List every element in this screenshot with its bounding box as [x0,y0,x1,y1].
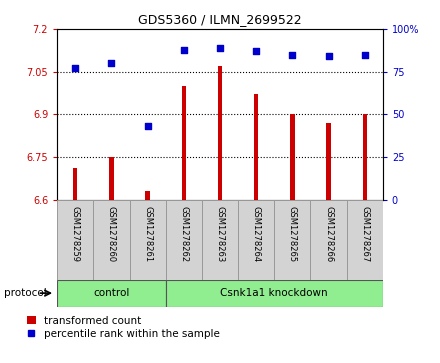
Bar [73,168,77,200]
Point [253,48,260,54]
Bar [109,157,114,200]
Text: GSM1278259: GSM1278259 [71,206,80,262]
Text: GSM1278267: GSM1278267 [360,206,369,262]
Bar [218,66,222,200]
Bar [311,200,347,280]
Text: GSM1278263: GSM1278263 [216,206,224,262]
Bar [347,200,383,280]
Point [144,123,151,129]
Text: GSM1278265: GSM1278265 [288,206,297,262]
Text: GSM1278264: GSM1278264 [252,206,260,262]
Bar [274,200,311,280]
Title: GDS5360 / ILMN_2699522: GDS5360 / ILMN_2699522 [138,13,302,26]
Bar [57,280,166,307]
Bar [290,114,294,200]
Point [72,65,79,71]
Bar [254,94,258,200]
Point [180,46,187,52]
Text: GSM1278261: GSM1278261 [143,206,152,262]
Legend: transformed count, percentile rank within the sample: transformed count, percentile rank withi… [27,315,220,339]
Text: control: control [93,288,130,298]
Bar [363,114,367,200]
Text: GSM1278262: GSM1278262 [180,206,188,262]
Text: Csnk1a1 knockdown: Csnk1a1 knockdown [220,288,328,298]
Bar [238,200,274,280]
Point [216,45,224,51]
Bar [202,200,238,280]
Point [325,53,332,59]
Point [289,52,296,58]
Point [108,60,115,66]
Bar [166,280,383,307]
Point [361,52,368,58]
Bar [129,200,166,280]
Text: GSM1278260: GSM1278260 [107,206,116,262]
Bar [146,191,150,200]
Bar [57,200,93,280]
Bar [166,200,202,280]
Text: protocol: protocol [4,288,47,298]
Bar [182,86,186,200]
Bar [326,123,331,200]
Bar [93,200,129,280]
Text: GSM1278266: GSM1278266 [324,206,333,262]
